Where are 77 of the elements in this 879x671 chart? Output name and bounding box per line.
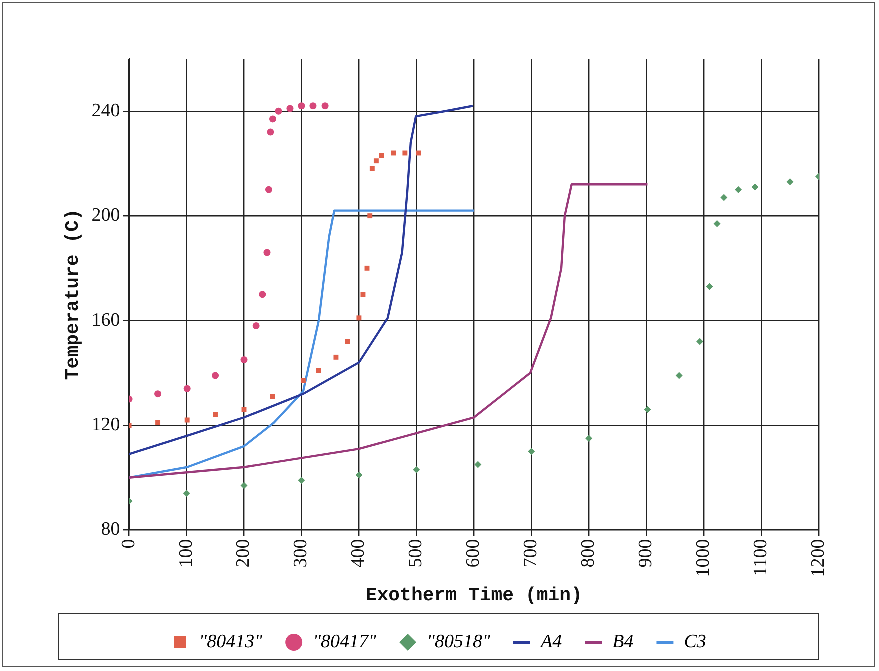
- y-tick-label: 80: [101, 519, 120, 540]
- point: [212, 372, 220, 380]
- x-tick-label: 900: [636, 539, 657, 568]
- point: [183, 490, 190, 498]
- point: [416, 150, 422, 156]
- point: [267, 128, 274, 136]
- point: [644, 406, 652, 414]
- x-tick-label: 600: [463, 539, 484, 568]
- point: [379, 153, 384, 158]
- point: [265, 186, 272, 194]
- y-axis-title: Temperature (C): [62, 209, 84, 380]
- point: [786, 178, 794, 186]
- x-tick-label: 400: [348, 539, 370, 568]
- point: [300, 378, 306, 384]
- point: [374, 158, 379, 164]
- point: [364, 266, 370, 271]
- point: [275, 108, 282, 115]
- point: [370, 166, 375, 172]
- point: [242, 407, 247, 412]
- point: [676, 372, 683, 380]
- point: [156, 420, 161, 426]
- x-tick-label: 1000: [693, 539, 714, 578]
- y-tick-label: 200: [92, 205, 120, 226]
- point: [586, 435, 593, 442]
- point: [356, 316, 362, 321]
- point: [154, 390, 162, 398]
- legend-label: "80417": [313, 632, 378, 652]
- x-tick-label: 500: [406, 539, 427, 568]
- x-tick-label: 300: [290, 539, 312, 568]
- x-tick-label: 1100: [750, 539, 772, 576]
- point: [298, 476, 306, 484]
- point: [752, 184, 759, 191]
- point: [264, 249, 271, 256]
- point: [706, 283, 714, 290]
- point: [310, 102, 317, 110]
- point: [322, 102, 329, 110]
- point: [184, 385, 191, 392]
- point: [286, 105, 294, 112]
- point: [334, 354, 339, 360]
- x-tick-label: 1200: [808, 539, 829, 578]
- legend-label: "80518": [427, 632, 492, 652]
- point: [270, 394, 276, 400]
- y-tick-label: 160: [92, 310, 120, 331]
- point: [735, 186, 742, 194]
- legend-label: C3: [684, 632, 706, 652]
- point: [402, 150, 408, 156]
- x-tick-label: 200: [233, 539, 254, 568]
- x-tick-label: 700: [520, 539, 542, 568]
- x-tick-label: 100: [176, 539, 197, 568]
- point: [316, 368, 322, 373]
- point: [345, 339, 350, 344]
- point: [474, 461, 482, 468]
- point: [252, 322, 260, 330]
- x-axis-title: Exotherm Time (min): [366, 584, 582, 606]
- point: [213, 412, 218, 418]
- point: [298, 102, 306, 110]
- point: [714, 220, 721, 228]
- point: [356, 472, 363, 479]
- legend-label: A4: [538, 632, 563, 652]
- point: [360, 292, 366, 298]
- y-tick-label: 240: [92, 100, 120, 122]
- point: [259, 291, 266, 298]
- point: [528, 448, 536, 456]
- legend-label: "80413": [199, 632, 264, 652]
- x-tick-label: 800: [578, 539, 600, 568]
- point: [269, 116, 276, 123]
- y-tick-label: 120: [92, 414, 120, 436]
- legend-label: B4: [612, 632, 634, 652]
- point: [368, 214, 373, 219]
- point: [240, 356, 248, 364]
- point: [696, 338, 704, 346]
- x-tick-label: 0: [118, 539, 140, 549]
- point: [240, 482, 248, 490]
- point: [184, 418, 190, 423]
- point: [720, 194, 728, 202]
- point: [413, 466, 420, 474]
- point: [391, 150, 396, 156]
